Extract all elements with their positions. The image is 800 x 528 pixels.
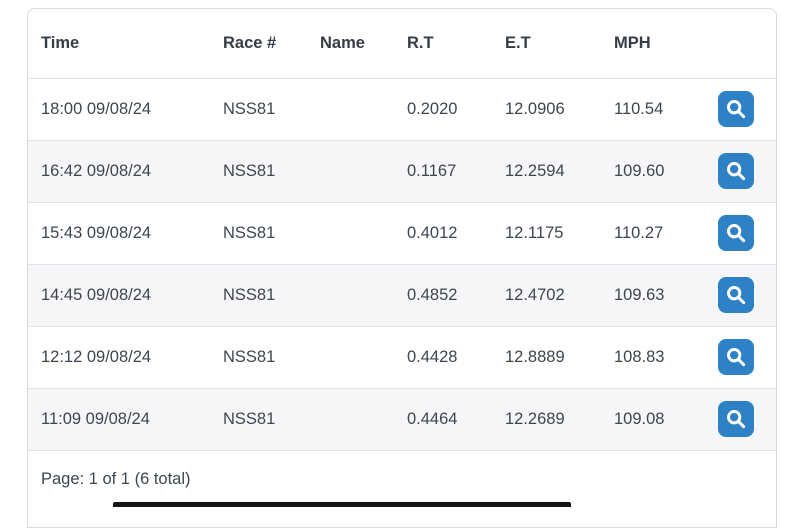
cell-rt: 0.2020 bbox=[394, 78, 492, 140]
cell-time: 11:09 09/08/24 bbox=[28, 388, 210, 450]
cell-et: 12.8889 bbox=[492, 326, 601, 388]
column-header-mph: MPH bbox=[601, 9, 705, 78]
view-run-details-button[interactable] bbox=[718, 339, 754, 375]
cell-race_number: NSS81 bbox=[210, 140, 307, 202]
cell-race_number: NSS81 bbox=[210, 202, 307, 264]
cell-name bbox=[307, 202, 394, 264]
cell-et: 12.2594 bbox=[492, 140, 601, 202]
cell-race_number: NSS81 bbox=[210, 326, 307, 388]
cell-name bbox=[307, 388, 394, 450]
cell-time: 14:45 09/08/24 bbox=[28, 264, 210, 326]
cell-et: 12.2689 bbox=[492, 388, 601, 450]
cell-actions bbox=[705, 388, 776, 450]
cell-actions bbox=[705, 202, 776, 264]
column-header-actions bbox=[705, 9, 776, 78]
cell-mph: 108.83 bbox=[601, 326, 705, 388]
view-run-details-button[interactable] bbox=[718, 91, 754, 127]
magnifier-icon bbox=[725, 160, 747, 182]
column-header-race_number: Race # bbox=[210, 9, 307, 78]
cell-name bbox=[307, 264, 394, 326]
magnifier-icon bbox=[725, 222, 747, 244]
cell-name bbox=[307, 140, 394, 202]
column-header-et: E.T bbox=[492, 9, 601, 78]
view-run-details-button[interactable] bbox=[718, 277, 754, 313]
cell-name bbox=[307, 78, 394, 140]
cell-mph: 109.08 bbox=[601, 388, 705, 450]
cell-race_number: NSS81 bbox=[210, 264, 307, 326]
cell-race_number: NSS81 bbox=[210, 388, 307, 450]
cell-rt: 0.4428 bbox=[394, 326, 492, 388]
cell-et: 12.1175 bbox=[492, 202, 601, 264]
magnifier-icon bbox=[725, 408, 747, 430]
cell-name bbox=[307, 326, 394, 388]
column-header-name: Name bbox=[307, 9, 394, 78]
cell-rt: 0.4464 bbox=[394, 388, 492, 450]
pagination-status: Page: 1 of 1 (6 total) bbox=[28, 451, 776, 489]
cell-rt: 0.1167 bbox=[394, 140, 492, 202]
cell-et: 12.4702 bbox=[492, 264, 601, 326]
magnifier-icon bbox=[725, 346, 747, 368]
cell-rt: 0.4852 bbox=[394, 264, 492, 326]
view-run-details-button[interactable] bbox=[718, 215, 754, 251]
cell-actions bbox=[705, 140, 776, 202]
magnifier-icon bbox=[725, 98, 747, 120]
bottom-scrollbar[interactable] bbox=[113, 502, 571, 507]
column-header-rt: R.T bbox=[394, 9, 492, 78]
column-header-time: Time bbox=[28, 9, 210, 78]
view-run-details-button[interactable] bbox=[718, 153, 754, 189]
cell-time: 15:43 09/08/24 bbox=[28, 202, 210, 264]
cell-mph: 109.63 bbox=[601, 264, 705, 326]
cell-actions bbox=[705, 264, 776, 326]
cell-rt: 0.4012 bbox=[394, 202, 492, 264]
cell-time: 12:12 09/08/24 bbox=[28, 326, 210, 388]
view-run-details-button[interactable] bbox=[718, 401, 754, 437]
cell-actions bbox=[705, 326, 776, 388]
cell-race_number: NSS81 bbox=[210, 78, 307, 140]
cell-actions bbox=[705, 78, 776, 140]
cell-et: 12.0906 bbox=[492, 78, 601, 140]
cell-mph: 109.60 bbox=[601, 140, 705, 202]
cell-time: 18:00 09/08/24 bbox=[28, 78, 210, 140]
cell-mph: 110.27 bbox=[601, 202, 705, 264]
cell-mph: 110.54 bbox=[601, 78, 705, 140]
cell-time: 16:42 09/08/24 bbox=[28, 140, 210, 202]
magnifier-icon bbox=[725, 284, 747, 306]
